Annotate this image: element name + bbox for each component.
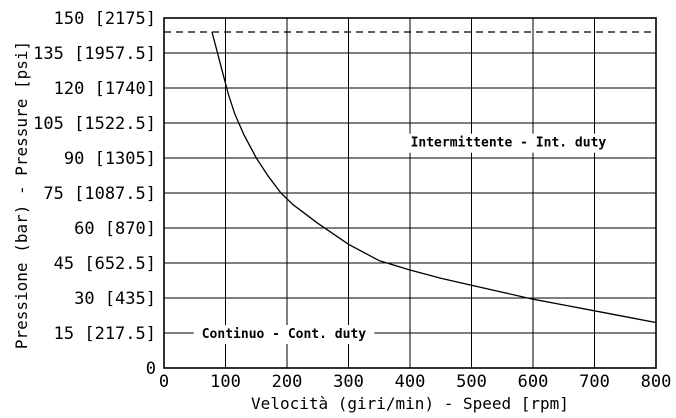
x-axis-title: Velocità (giri/min) - Speed [rpm] — [251, 394, 569, 413]
continuous-duty-curve — [211, 31, 657, 324]
x-tick-label: 800 — [641, 372, 672, 392]
y-tick-label: 60 [870] — [74, 219, 156, 239]
y-tick-label: 135 [1957.5] — [33, 44, 156, 64]
y-tick-label: 0 — [146, 359, 156, 379]
y-tick-label: 45 [652.5] — [54, 254, 156, 274]
x-tick-label: 200 — [272, 372, 303, 392]
x-tick-label: 600 — [518, 372, 549, 392]
y-tick-label: 105 [1522.5] — [33, 114, 156, 134]
y-tick-label: 120 [1740] — [54, 79, 156, 99]
region-label: Continuo - Cont. duty — [202, 327, 367, 342]
region-label-background — [402, 133, 615, 153]
y-tick-label: 75 [1087.5] — [43, 184, 156, 204]
y-axis-title: Pressione (bar) - Pressure [psi] — [12, 41, 31, 349]
x-tick-label: 300 — [333, 372, 364, 392]
y-tick-label: 90 [1305] — [64, 149, 156, 169]
region-label: Intermittente - Int. duty — [411, 136, 607, 151]
x-tick-label: 400 — [395, 372, 426, 392]
region-label-background — [193, 325, 375, 344]
y-tick-label: 150 [2175] — [54, 9, 156, 29]
x-tick-label: 100 — [210, 372, 241, 392]
x-tick-label: 0 — [159, 372, 169, 392]
y-tick-label: 30 [435] — [74, 289, 156, 309]
x-tick-label: 700 — [579, 372, 610, 392]
annotation-layer: Intermittente - Int. duty Continuo - Cont… — [193, 133, 615, 344]
grid-layer — [164, 18, 656, 368]
tick-layer: 0 100 200 300 400 500 600 700 800 0 15 [217.5] 30 [… — [33, 9, 671, 392]
y-tick-label: 15 [217.5] — [54, 324, 156, 344]
x-tick-label: 500 — [456, 372, 487, 392]
series-layer — [164, 31, 657, 324]
plot-frame — [163, 17, 657, 369]
